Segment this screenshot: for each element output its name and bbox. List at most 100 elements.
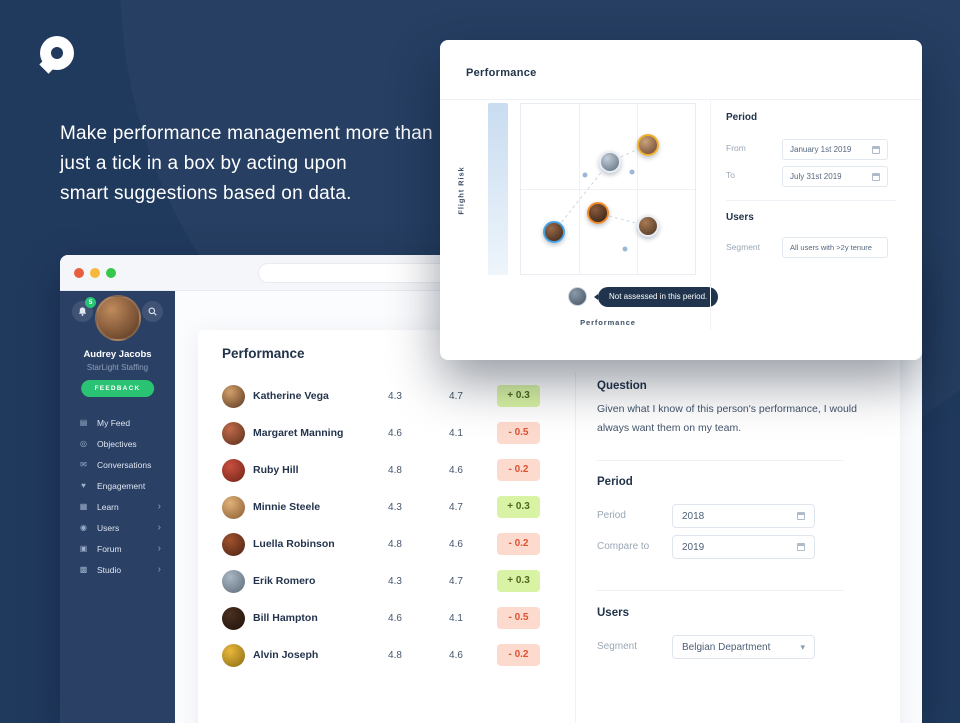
- divider: [597, 590, 843, 591]
- sidebar-item[interactable]: ◎ Objectives ›: [60, 433, 175, 454]
- segment-label: Segment: [597, 641, 638, 652]
- chart-person-point[interactable]: [586, 201, 609, 224]
- person-name: Bill Hampton: [253, 612, 318, 624]
- compare-to-label: Compare to: [597, 541, 650, 552]
- question-heading: Question: [597, 380, 647, 392]
- divider: [726, 200, 896, 201]
- segment-select[interactable]: Belgian Department ▾: [672, 635, 815, 659]
- vertical-divider: [710, 99, 711, 330]
- sidebar-item[interactable]: ♥ Engagement ›: [60, 475, 175, 496]
- users-heading: Users: [597, 607, 629, 619]
- nav-icon: ▩: [79, 565, 88, 574]
- person-name: Katherine Vega: [253, 390, 329, 402]
- divider: [597, 460, 843, 461]
- window-close-button[interactable]: [74, 268, 84, 278]
- table-row[interactable]: Luella Robinson 4.8 4.6 - 0.2: [222, 526, 552, 563]
- question-text: Given what I know of this person's perfo…: [597, 403, 857, 434]
- tooltip: Not assessed in this period.: [593, 287, 719, 307]
- score-previous: 4.1: [449, 613, 463, 624]
- panel-title: Performance: [222, 346, 305, 361]
- period-label: Period: [597, 510, 626, 521]
- chart-person-point[interactable]: [637, 133, 660, 156]
- chevron-right-icon: ›: [157, 500, 161, 512]
- sidebar-item[interactable]: ◉ Users ›: [60, 517, 175, 538]
- table-row[interactable]: Erik Romero 4.3 4.7 + 0.3: [222, 563, 552, 600]
- sidebar-item[interactable]: ▤ My Feed ›: [60, 412, 175, 433]
- bell-icon: [78, 307, 87, 316]
- calendar-icon: [872, 145, 880, 154]
- nav-icon: ▦: [79, 502, 88, 511]
- from-date-input[interactable]: January 1st 2019: [782, 139, 888, 160]
- headline-line-2: just a tick in a box by acting upon: [60, 153, 347, 174]
- sidebar-item[interactable]: ▦ Learn ›: [60, 496, 175, 517]
- nav-icon: ▣: [79, 544, 88, 553]
- app-sidebar: 5 Audrey Jacobs StarLight Staffing FEEDB…: [60, 291, 175, 723]
- table-row[interactable]: Bill Hampton 4.6 4.1 - 0.5: [222, 600, 552, 637]
- y-axis-label: Flight Risk: [456, 166, 466, 215]
- from-date-value: January 1st 2019: [790, 145, 852, 154]
- delta-badge: - 0.2: [497, 459, 540, 481]
- search-icon: [148, 307, 157, 316]
- score-previous: 4.6: [449, 650, 463, 661]
- sidebar-item[interactable]: ✉ Conversations ›: [60, 454, 175, 475]
- to-date-input[interactable]: July 31st 2019: [782, 166, 888, 187]
- chevron-right-icon: ›: [157, 521, 161, 533]
- card-title: Performance: [466, 67, 537, 79]
- chart-dot-point: [582, 172, 588, 178]
- search-button[interactable]: [142, 301, 163, 322]
- users-heading: Users: [726, 212, 754, 223]
- window-zoom-button[interactable]: [106, 268, 116, 278]
- compare-to-input[interactable]: 2019: [672, 535, 815, 559]
- notification-count-badge: 5: [85, 297, 96, 308]
- chart-person-point[interactable]: [637, 215, 660, 238]
- score-current: 4.3: [388, 391, 402, 402]
- table-row[interactable]: Katherine Vega 4.3 4.7 + 0.3: [222, 378, 552, 415]
- score-current: 4.3: [388, 502, 402, 513]
- vertical-divider: [575, 372, 576, 723]
- score-current: 4.6: [388, 428, 402, 439]
- notifications-button[interactable]: 5: [72, 297, 96, 322]
- person-name: Minnie Steele: [253, 501, 321, 513]
- sidebar-item-label: Objectives: [97, 438, 137, 449]
- score-current: 4.8: [388, 465, 402, 476]
- unassessed-person-avatar[interactable]: [568, 287, 587, 306]
- period-input[interactable]: 2018: [672, 504, 815, 528]
- sidebar-nav: ▤ My Feed › ◎ Objectives › ✉ Conversatio…: [60, 412, 175, 580]
- score-previous: 4.6: [449, 465, 463, 476]
- performance-card: Performance Flight Risk Not assessed in …: [440, 40, 922, 360]
- nav-icon: ◎: [80, 439, 87, 448]
- table-row[interactable]: Margaret Manning 4.6 4.1 - 0.5: [222, 415, 552, 452]
- calendar-icon: [797, 543, 805, 551]
- window-minimize-button[interactable]: [90, 268, 100, 278]
- segment-input[interactable]: All users with >2y tenure: [782, 237, 888, 258]
- from-label: From: [726, 143, 746, 153]
- chart-person-point[interactable]: [543, 220, 566, 243]
- period-heading: Period: [597, 476, 633, 488]
- table-row[interactable]: Ruby Hill 4.8 4.6 - 0.2: [222, 452, 552, 489]
- gridline: [521, 189, 695, 190]
- chart-person-point[interactable]: [598, 150, 621, 173]
- sidebar-item-label: Learn: [97, 501, 119, 512]
- table-row[interactable]: Minnie Steele 4.3 4.7 + 0.3: [222, 489, 552, 526]
- feedback-button[interactable]: FEEDBACK: [80, 380, 155, 397]
- score-current: 4.6: [388, 613, 402, 624]
- performance-table: Katherine Vega 4.3 4.7 + 0.3 Margaret Ma…: [222, 378, 552, 674]
- logo-dot: [51, 47, 63, 59]
- person-avatar: [222, 644, 245, 667]
- user-name: Audrey Jacobs: [83, 349, 152, 360]
- sidebar-item[interactable]: ▩ Studio ›: [60, 559, 175, 580]
- flight-risk-gradient-strip: [488, 103, 508, 275]
- nav-icon: ✉: [80, 460, 87, 469]
- person-avatar: [222, 533, 245, 556]
- divider: [440, 99, 922, 100]
- period-value: 2018: [682, 510, 705, 522]
- person-name: Alvin Joseph: [253, 649, 319, 661]
- sidebar-item[interactable]: ▣ Forum ›: [60, 538, 175, 559]
- chevron-right-icon: ›: [157, 563, 161, 575]
- chevron-right-icon: ›: [157, 542, 161, 554]
- delta-badge: + 0.3: [497, 570, 540, 592]
- person-name: Erik Romero: [253, 575, 316, 587]
- table-row[interactable]: Alvin Joseph 4.8 4.6 - 0.2: [222, 637, 552, 674]
- score-previous: 4.7: [449, 391, 463, 402]
- person-name: Luella Robinson: [253, 538, 335, 550]
